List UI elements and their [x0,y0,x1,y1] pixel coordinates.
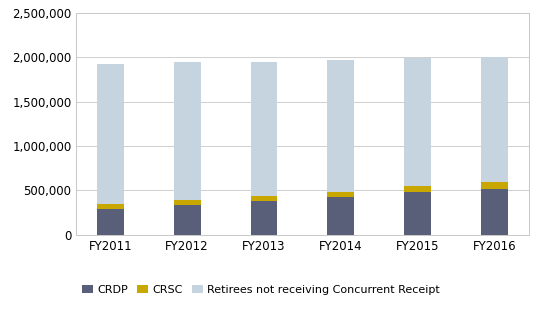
Bar [174,62,201,200]
Bar [404,192,431,235]
Bar [404,186,431,192]
Bar [328,198,354,235]
Bar [97,209,124,235]
Bar [97,204,124,209]
Bar [251,196,277,201]
Bar [174,205,201,235]
Bar [404,58,431,186]
Bar [481,57,508,182]
Legend: CRDP, CRSC, Retirees not receiving Concurrent Receipt: CRDP, CRSC, Retirees not receiving Concu… [77,280,445,299]
Bar [97,64,124,204]
Bar [481,182,508,189]
Bar [174,200,201,205]
Bar [251,62,277,196]
Bar [328,61,354,192]
Bar [328,192,354,198]
Bar [251,201,277,235]
Bar [481,189,508,235]
